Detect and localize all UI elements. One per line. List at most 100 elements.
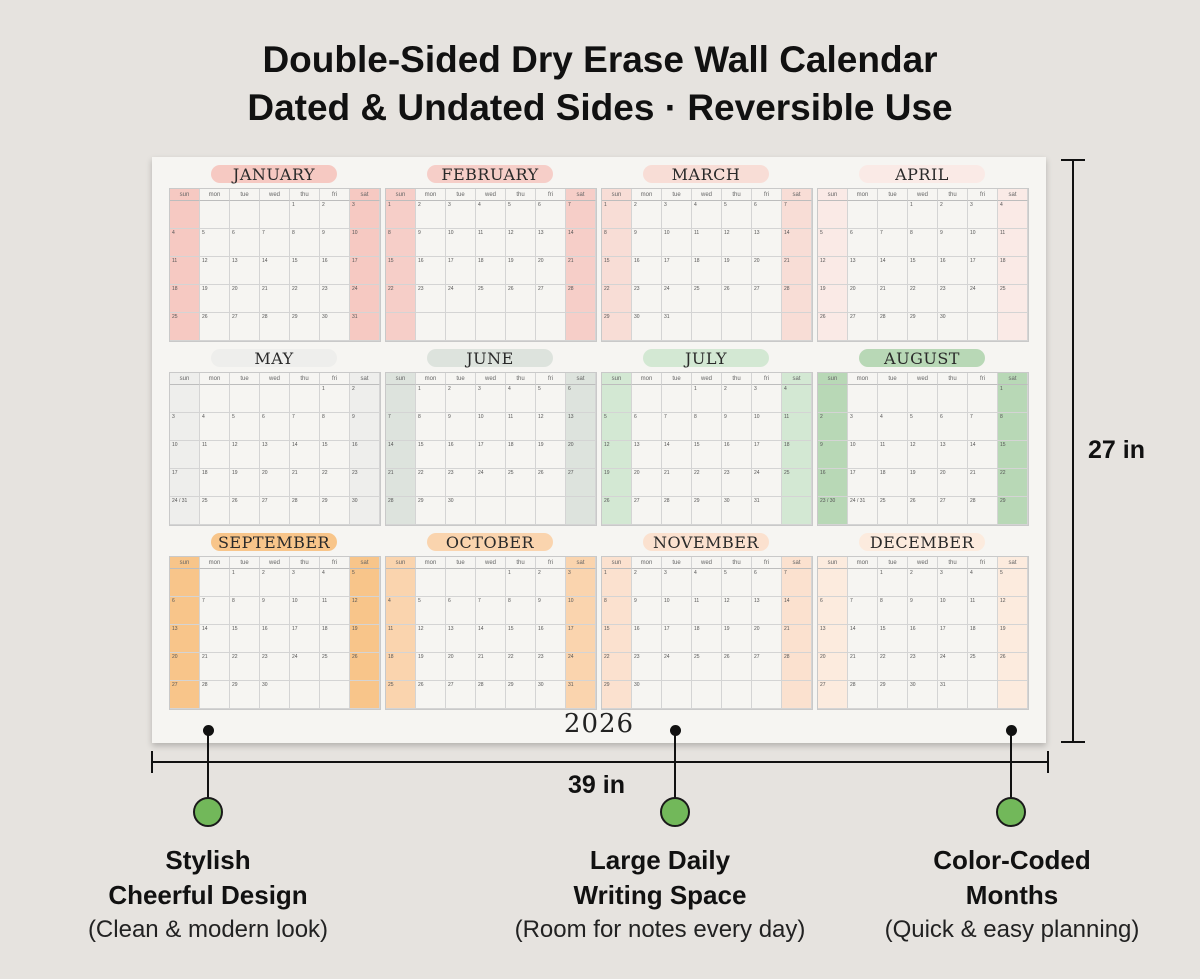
day-cell[interactable]: 27	[446, 681, 476, 709]
day-cell[interactable]	[818, 385, 848, 413]
day-cell[interactable]: 26	[998, 653, 1028, 681]
day-cell[interactable]: 28	[848, 681, 878, 709]
day-cell[interactable]	[752, 681, 782, 709]
day-cell[interactable]: 14	[968, 441, 998, 469]
day-cell[interactable]: 11	[878, 441, 908, 469]
day-cell[interactable]: 30	[722, 497, 752, 525]
day-cell[interactable]: 18	[386, 653, 416, 681]
day-cell[interactable]: 4	[506, 385, 536, 413]
day-cell[interactable]: 22	[602, 653, 632, 681]
day-cell[interactable]	[506, 313, 536, 341]
day-cell[interactable]: 11	[782, 413, 812, 441]
day-cell[interactable]: 17	[848, 469, 878, 497]
day-cell[interactable]	[848, 569, 878, 597]
day-cell[interactable]: 13	[566, 413, 596, 441]
day-cell[interactable]: 13	[230, 257, 260, 285]
day-cell[interactable]: 22	[416, 469, 446, 497]
day-cell[interactable]: 10	[170, 441, 200, 469]
day-cell[interactable]	[170, 385, 200, 413]
day-cell[interactable]: 10	[566, 597, 596, 625]
day-cell[interactable]: 1	[602, 569, 632, 597]
day-cell[interactable]	[386, 569, 416, 597]
day-cell[interactable]: 29	[290, 313, 320, 341]
day-cell[interactable]: 24	[476, 469, 506, 497]
day-cell[interactable]: 18	[200, 469, 230, 497]
day-cell[interactable]: 28	[260, 313, 290, 341]
day-cell[interactable]: 27	[536, 285, 566, 313]
day-cell[interactable]: 22	[878, 653, 908, 681]
day-cell[interactable]: 6	[752, 569, 782, 597]
day-cell[interactable]: 6	[848, 229, 878, 257]
day-cell[interactable]: 27	[848, 313, 878, 341]
day-cell[interactable]: 20	[938, 469, 968, 497]
day-cell[interactable]: 20	[260, 469, 290, 497]
day-cell[interactable]: 18	[506, 441, 536, 469]
day-cell[interactable]: 17	[170, 469, 200, 497]
day-cell[interactable]: 3	[446, 201, 476, 229]
day-cell[interactable]: 13	[848, 257, 878, 285]
day-cell[interactable]	[752, 313, 782, 341]
day-cell[interactable]: 17	[938, 625, 968, 653]
day-cell[interactable]: 19	[722, 625, 752, 653]
day-cell[interactable]	[968, 681, 998, 709]
day-cell[interactable]: 24	[938, 653, 968, 681]
day-cell[interactable]: 7	[848, 597, 878, 625]
day-cell[interactable]: 12	[506, 229, 536, 257]
day-cell[interactable]	[878, 201, 908, 229]
day-cell[interactable]	[908, 385, 938, 413]
day-cell[interactable]: 24	[350, 285, 380, 313]
day-cell[interactable]: 6	[632, 413, 662, 441]
day-cell[interactable]: 7	[290, 413, 320, 441]
day-cell[interactable]: 12	[416, 625, 446, 653]
day-cell[interactable]: 7	[260, 229, 290, 257]
day-cell[interactable]: 22	[386, 285, 416, 313]
day-cell[interactable]: 28	[878, 313, 908, 341]
day-cell[interactable]: 14	[290, 441, 320, 469]
day-cell[interactable]: 16	[350, 441, 380, 469]
day-cell[interactable]	[476, 497, 506, 525]
day-cell[interactable]: 26	[416, 681, 446, 709]
day-cell[interactable]: 19	[602, 469, 632, 497]
day-cell[interactable]: 24	[752, 469, 782, 497]
day-cell[interactable]: 23	[320, 285, 350, 313]
day-cell[interactable]: 16	[416, 257, 446, 285]
day-cell[interactable]: 24	[968, 285, 998, 313]
day-cell[interactable]: 23	[416, 285, 446, 313]
day-cell[interactable]: 18	[998, 257, 1028, 285]
day-cell[interactable]: 2	[908, 569, 938, 597]
day-cell[interactable]: 14	[848, 625, 878, 653]
day-cell[interactable]	[878, 385, 908, 413]
day-cell[interactable]: 31	[662, 313, 692, 341]
day-cell[interactable]: 25	[692, 653, 722, 681]
day-cell[interactable]: 17	[290, 625, 320, 653]
day-cell[interactable]	[260, 201, 290, 229]
day-cell[interactable]: 8	[290, 229, 320, 257]
day-cell[interactable]	[170, 569, 200, 597]
day-cell[interactable]	[968, 385, 998, 413]
day-cell[interactable]: 27	[230, 313, 260, 341]
day-cell[interactable]: 8	[230, 597, 260, 625]
day-cell[interactable]: 26	[818, 313, 848, 341]
day-cell[interactable]: 25	[200, 497, 230, 525]
day-cell[interactable]	[230, 201, 260, 229]
day-cell[interactable]: 27	[818, 681, 848, 709]
day-cell[interactable]: 22	[506, 653, 536, 681]
day-cell[interactable]: 18	[692, 625, 722, 653]
day-cell[interactable]: 18	[692, 257, 722, 285]
day-cell[interactable]: 5	[818, 229, 848, 257]
day-cell[interactable]: 17	[446, 257, 476, 285]
day-cell[interactable]: 16	[632, 257, 662, 285]
day-cell[interactable]: 9	[818, 441, 848, 469]
day-cell[interactable]: 24 / 31	[848, 497, 878, 525]
day-cell[interactable]: 8	[602, 597, 632, 625]
day-cell[interactable]: 22	[230, 653, 260, 681]
day-cell[interactable]: 5	[230, 413, 260, 441]
day-cell[interactable]: 15	[290, 257, 320, 285]
day-cell[interactable]: 12	[722, 229, 752, 257]
day-cell[interactable]: 18	[476, 257, 506, 285]
day-cell[interactable]: 5	[998, 569, 1028, 597]
day-cell[interactable]: 15	[908, 257, 938, 285]
day-cell[interactable]: 9	[632, 229, 662, 257]
day-cell[interactable]: 12	[230, 441, 260, 469]
day-cell[interactable]: 17	[476, 441, 506, 469]
